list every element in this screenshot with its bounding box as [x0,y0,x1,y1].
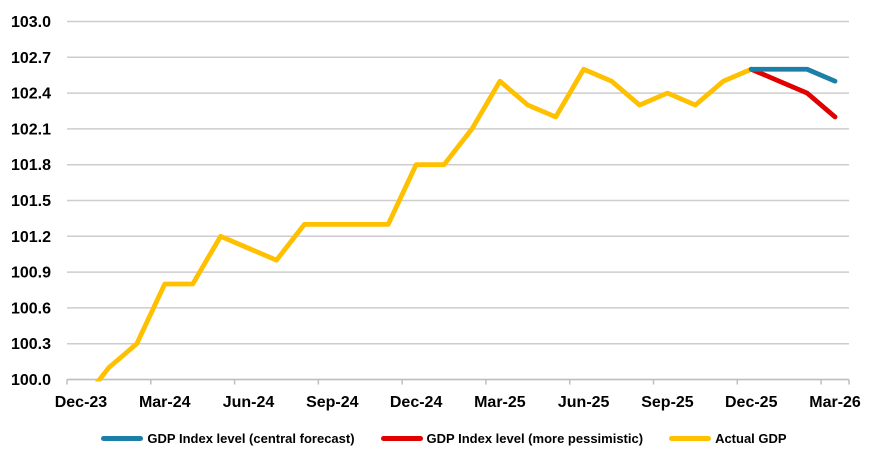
y-axis-label: 100.9 [11,265,51,282]
central-forecast-line-swatch [101,435,144,441]
chart-plot: 100.0 100.3 100.6 100.9 101.2 101.5 101.8 102.1… [11,14,861,411]
x-axis-label: Mar-26 [809,394,861,411]
y-axis-label: 100.3 [11,336,51,353]
y-axis-label: 103.0 [11,14,51,31]
y-axis-label: 102.4 [11,86,51,103]
y-axis-label: 101.5 [11,193,51,210]
actual-gdp-line [94,66,754,382]
legend-item-central-forecast: GDP Index level (central forecast) [101,430,355,446]
central-forecast-line [748,66,838,84]
x-axis-label: Mar-25 [474,394,526,411]
legend-label-actual-gdp: Actual GDP [715,430,787,446]
actual-gdp-line-swatch [669,435,712,441]
y-axis-label: 101.2 [11,229,51,246]
chart-legend: GDP Index level (central forecast) GDP I… [0,424,888,452]
legend-label-more-pessimistic: GDP Index level (more pessimistic) [426,430,644,446]
y-axis-label: 100.0 [11,372,51,389]
x-axis-label: Dec-23 [55,394,108,411]
legend-label-central-forecast: GDP Index level (central forecast) [147,430,355,446]
x-axis-label: Dec-24 [390,394,443,411]
more-pessimistic-line [748,66,838,120]
x-axis-label: Sep-24 [306,394,359,411]
more-pessimistic-line-swatch [380,435,423,441]
y-axis-label: 100.6 [11,300,51,317]
x-axis-label: Sep-25 [641,394,694,411]
y-axis-label: 102.7 [11,50,51,67]
y-axis-label: 102.1 [11,121,51,138]
legend-item-actual-gdp: Actual GDP [669,431,787,446]
y-axis-label: 101.8 [11,157,51,174]
x-axis-label: Dec-25 [725,394,778,411]
x-axis-label: Jun-24 [223,394,275,411]
legend-item-more-pessimistic: GDP Index level (more pessimistic) [380,430,644,446]
x-axis-label: Mar-24 [139,394,191,411]
x-axis-label: Jun-25 [558,394,610,411]
